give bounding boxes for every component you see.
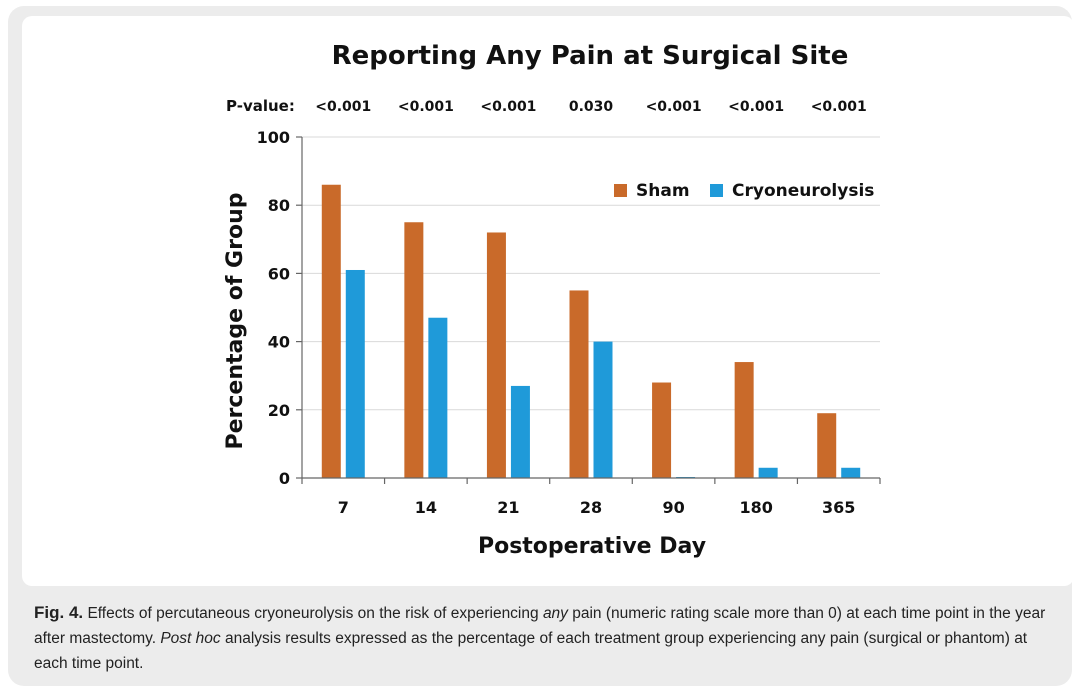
y-tick-label: 20 <box>268 401 290 420</box>
bar-sham-day-180 <box>734 362 754 478</box>
pvalue-text: <0.001 <box>811 99 867 115</box>
x-tick-label: 21 <box>497 498 519 517</box>
caption-any: any <box>542 605 568 622</box>
y-tick-label: 40 <box>268 333 290 352</box>
bar-sham-day-28 <box>569 290 589 478</box>
pvalue-text: 0.030 <box>569 99 614 115</box>
pvalue-text: <0.001 <box>728 99 784 115</box>
axes <box>296 136 881 484</box>
bar-cryoneurolysis-day-28 <box>593 341 613 478</box>
caption-fig-label: Fig. 4. <box>34 603 84 622</box>
chart-panel: Reporting Any Pain at Surgical Site P-va… <box>22 16 1074 586</box>
pvalue-text: <0.001 <box>480 99 536 115</box>
bar-cryoneurolysis-day-7 <box>345 269 365 478</box>
pvalue-text: <0.001 <box>398 99 454 115</box>
bar-cryoneurolysis-day-180 <box>758 467 778 478</box>
bar-sham-day-365 <box>817 413 837 478</box>
bar-sham-day-90 <box>652 382 672 478</box>
x-tick-label: 14 <box>415 498 437 517</box>
y-axis-label: Percentage of Group <box>223 193 248 450</box>
legend-label-cryoneurolysis: Cryoneurolysis <box>732 181 874 201</box>
chart-title: Reporting Any Pain at Surgical Site <box>332 41 849 71</box>
caption-post-hoc: Post hoc <box>160 630 221 647</box>
bar-cryoneurolysis-day-21 <box>510 385 530 478</box>
x-tick-label: 365 <box>822 498 855 517</box>
tick-labels: 0 20 40 60 80 100 7 <0.001 14 <0.001 21 <0.001 28 0.0… <box>257 99 867 517</box>
bars <box>321 184 861 479</box>
bar-sham-day-7 <box>321 184 341 479</box>
bar-sham-day-21 <box>486 232 506 478</box>
bar-cryoneurolysis-day-365 <box>841 467 861 478</box>
figure-caption: Fig. 4. Effects of percutaneous cryoneur… <box>34 600 1064 676</box>
figure-frame: Reporting Any Pain at Surgical Site P-va… <box>8 6 1074 686</box>
legend-swatch-cryoneurolysis <box>710 184 723 197</box>
y-tick-label: 80 <box>268 196 290 215</box>
bar-sham-day-14 <box>404 222 424 478</box>
x-tick-label: 28 <box>580 498 602 517</box>
x-tick-label: 180 <box>739 498 772 517</box>
legend: Sham Cryoneurolysis <box>614 181 874 201</box>
y-tick-label: 60 <box>268 264 290 283</box>
x-axis-label: Postoperative Day <box>478 534 706 559</box>
x-tick-label: 7 <box>338 498 349 517</box>
grid-lines <box>302 136 880 411</box>
y-tick-label: 0 <box>279 469 290 488</box>
x-tick-label: 90 <box>662 498 684 517</box>
y-tick-label: 100 <box>257 128 290 147</box>
legend-label-sham: Sham <box>636 181 690 201</box>
caption-text-2: pain (numeric rating scale more than 0) … <box>34 605 1046 647</box>
caption-text-1: Effects of percutaneous cryoneurolysis o… <box>87 605 539 622</box>
legend-swatch-sham <box>614 184 627 197</box>
caption-text-3: analysis results expressed as the percen… <box>34 630 1028 672</box>
pvalue-label: P-value: <box>226 97 295 115</box>
bar-cryoneurolysis-day-14 <box>428 317 448 478</box>
pvalue-text: <0.001 <box>315 99 371 115</box>
pvalue-text: <0.001 <box>646 99 702 115</box>
bar-chart: Reporting Any Pain at Surgical Site P-va… <box>223 41 881 559</box>
